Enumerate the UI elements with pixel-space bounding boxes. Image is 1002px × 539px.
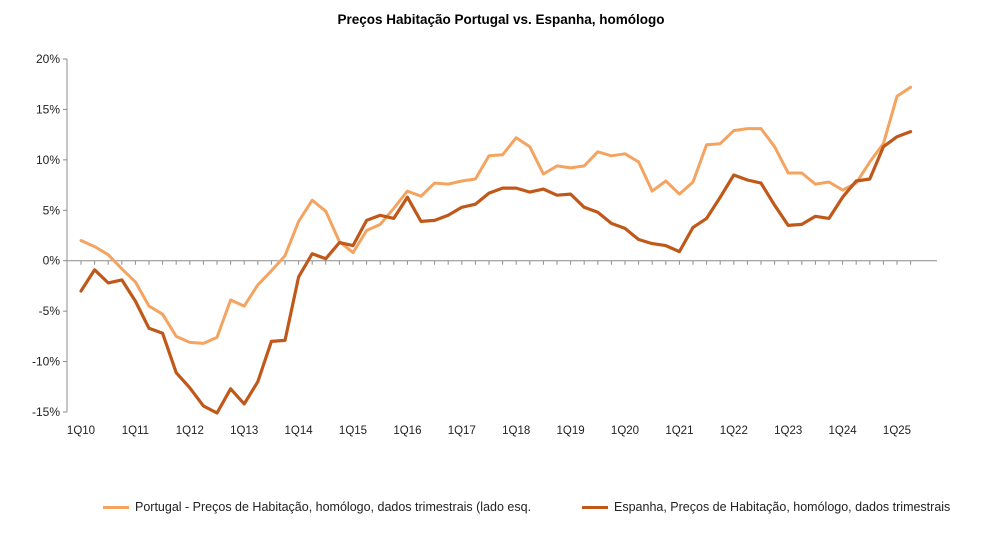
x-tick-label: 1Q10	[67, 425, 95, 437]
legend-swatch-espanha	[582, 505, 608, 509]
x-tick-label: 1Q19	[557, 425, 585, 437]
y-tick-label: -5%	[39, 304, 61, 318]
x-tick-label: 1Q18	[502, 425, 530, 437]
series-line-espanha	[79, 130, 913, 415]
series-line-portugal	[79, 85, 913, 345]
x-tick-label: 1Q21	[665, 425, 693, 437]
x-tick-label: 1Q23	[774, 425, 802, 437]
chart-title: Preços Habitação Portugal vs. Espanha, h…	[337, 12, 665, 27]
legend-swatch-portugal	[103, 505, 129, 509]
x-tick-label: 1Q14	[285, 425, 314, 437]
y-tick-label: -10%	[32, 355, 60, 369]
x-tick-label: 1Q20	[611, 425, 639, 437]
x-tick-label: 1Q15	[339, 425, 367, 437]
y-tick-label: -15%	[32, 405, 60, 419]
x-tick-label: 1Q25	[883, 425, 911, 437]
tick-labels: -15% -10% -5% 0% 5% 10% 15% 20% 1Q10 1Q11 1Q12 1Q13…	[32, 52, 911, 437]
y-tick-label: 15%	[36, 102, 60, 116]
x-tick-label: 1Q11	[122, 425, 149, 437]
y-tick-label: 0%	[43, 254, 61, 268]
axes	[63, 58, 937, 413]
legend-item-espanha: Espanha, Preços de Habitação, homólogo, …	[582, 500, 950, 514]
series-layer	[79, 85, 913, 415]
legend-label-espanha: Espanha, Preços de Habitação, homólogo, …	[614, 500, 951, 514]
legend-item-portugal: Portugal - Preços de Habitação, homólogo…	[103, 500, 531, 514]
y-tick-label: 10%	[36, 153, 60, 167]
legend-label-portugal: Portugal - Preços de Habitação, homólogo…	[135, 500, 532, 514]
x-tick-label: 1Q13	[230, 425, 258, 437]
x-tick-label: 1Q16	[393, 425, 421, 437]
x-tick-label: 1Q24	[829, 425, 858, 437]
y-tick-label: 20%	[36, 52, 60, 66]
y-tick-label: 5%	[43, 203, 61, 217]
x-tick-label: 1Q17	[448, 425, 476, 437]
x-tick-label: 1Q22	[720, 425, 748, 437]
x-tick-label: 1Q12	[176, 425, 204, 437]
